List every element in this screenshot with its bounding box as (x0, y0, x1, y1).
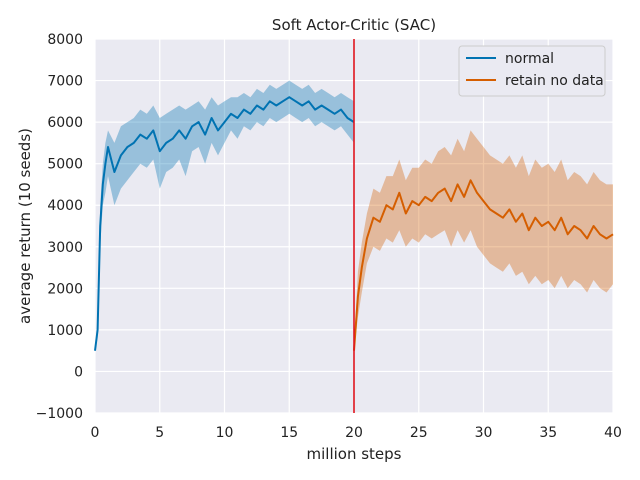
series-lines (94, 96, 614, 351)
y-tick-label: 0 (74, 364, 83, 380)
legend-label-retain-no-data: retain no data (505, 73, 604, 89)
y-tick-label: 2000 (47, 281, 83, 297)
x-axis-label: million steps (307, 445, 402, 463)
y-tick-label: 1000 (47, 323, 83, 339)
y-tick-labels: −1000 0 1000 2000 3000 4000 5000 6000 7000 8000 (36, 32, 83, 422)
y-tick-label: 5000 (47, 157, 83, 173)
y-tick-label: 8000 (47, 32, 83, 48)
x-tick-label: 0 (91, 425, 100, 441)
chart-title: Soft Actor-Critic (SAC) (272, 16, 436, 34)
series-line-normal (94, 96, 355, 351)
series-line-retain-no-data (353, 179, 614, 351)
confidence-band-retain-no-data (354, 130, 613, 351)
y-tick-label: −1000 (36, 406, 83, 422)
legend: normal retain no data (458, 45, 606, 97)
x-tick-label: 20 (345, 425, 363, 441)
x-tick-label: 40 (604, 425, 622, 441)
x-tick-label: 5 (155, 425, 164, 441)
x-tick-label: 10 (216, 425, 234, 441)
y-tick-label: 7000 (47, 74, 83, 90)
x-tick-label: 25 (410, 425, 428, 441)
x-tick-labels: 0 5 10 15 20 25 30 35 40 (91, 425, 622, 441)
x-tick-label: 30 (475, 425, 493, 441)
x-tick-label: 35 (539, 425, 557, 441)
legend-label-normal: normal (505, 51, 554, 67)
y-axis-label: average return (10 seeds) (16, 128, 34, 324)
x-tick-label: 15 (280, 425, 298, 441)
y-tick-label: 3000 (47, 240, 83, 256)
y-tick-label: 6000 (47, 115, 83, 131)
y-tick-label: 4000 (47, 198, 83, 214)
